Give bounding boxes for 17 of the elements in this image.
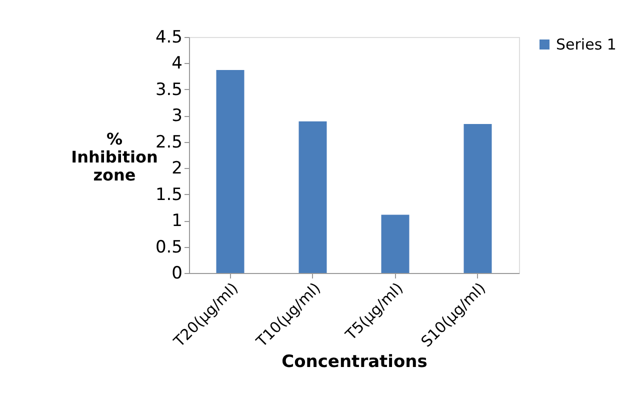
y-tick-label: 1.5 [155, 184, 182, 205]
y-tick-label: 0 [172, 264, 182, 284]
y-tick-label: 3.5 [155, 80, 182, 100]
y-axis-title: % Inhibition zone [71, 130, 158, 184]
bar [464, 124, 492, 273]
y-tick-label: 2.5 [155, 132, 182, 152]
bar [216, 70, 244, 273]
x-axis-title: Concentrations [282, 352, 428, 372]
y-tick-label: 0.5 [155, 237, 182, 258]
bar [298, 121, 327, 273]
y-tick-label: 4.5 [155, 28, 182, 48]
legend-label: Series 1 [556, 36, 616, 54]
y-tick-label: 2 [172, 158, 182, 179]
y-tick-label: 1 [172, 211, 182, 232]
y-tick-label: 4 [172, 54, 182, 74]
bar [381, 214, 410, 273]
y-tick-label: 3 [172, 106, 182, 126]
